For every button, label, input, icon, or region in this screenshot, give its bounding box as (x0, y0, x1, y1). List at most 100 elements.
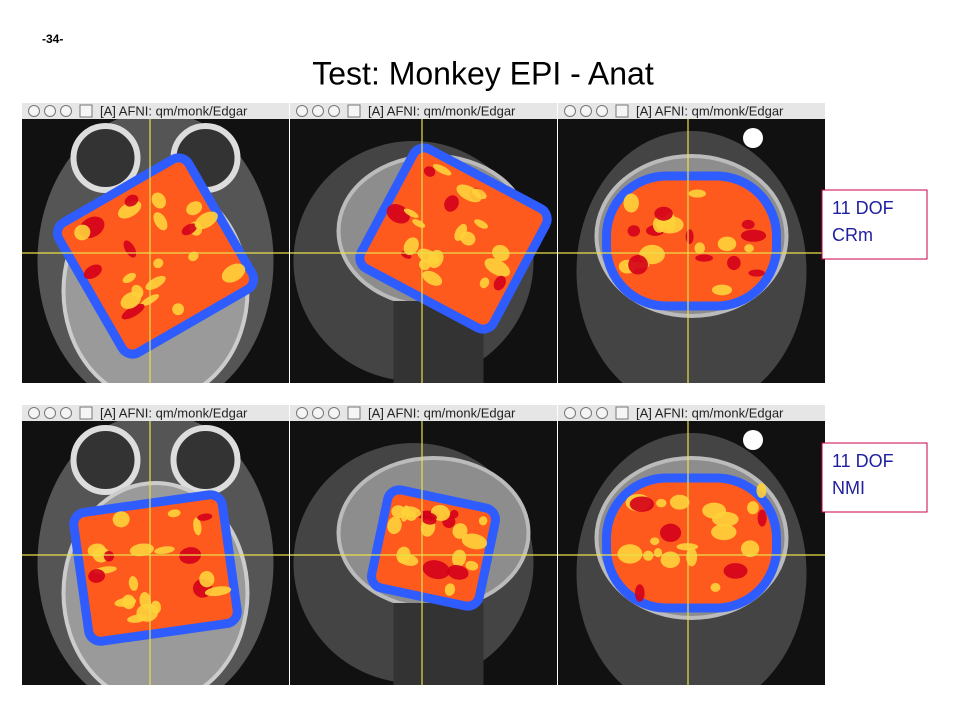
activation-blob (740, 540, 760, 558)
activation-blob (710, 582, 721, 592)
activation-blob (465, 560, 479, 571)
window-title: [A] AFNI: qm/monk/Edgar (636, 103, 784, 118)
activation-blob (717, 236, 737, 252)
activation-blob (129, 543, 154, 557)
eye (70, 425, 141, 495)
image-panel: [A] AFNI: qm/monk/Edgar (290, 405, 557, 685)
activation-blob (194, 211, 218, 230)
activation (602, 473, 781, 613)
panel-content: [A] AFNI: qm/monk/Edgar (558, 103, 825, 383)
activation-blob (403, 237, 419, 256)
activation-blob (654, 206, 673, 221)
panel-content: [A] AFNI: qm/monk/Edgar (22, 103, 289, 383)
activation-blob (103, 550, 115, 562)
activation-blob (627, 225, 641, 237)
window-button (564, 407, 576, 419)
window-button (296, 407, 308, 419)
activation-blob (193, 517, 202, 536)
activation-blob (181, 223, 197, 236)
image-panel: [A] AFNI: qm/monk/Edgar (22, 103, 289, 383)
window-button (580, 407, 592, 419)
activation-blob (479, 277, 490, 289)
window-button (580, 105, 592, 117)
window-button (44, 105, 56, 117)
activation-blob (153, 212, 168, 231)
label-box (821, 189, 928, 260)
activation-blob (623, 193, 639, 213)
activation (602, 171, 781, 311)
activation-blob (629, 496, 655, 512)
activation-blob (747, 501, 759, 515)
window-title: [A] AFNI: qm/monk/Edgar (100, 405, 248, 420)
window-button (312, 407, 324, 419)
image-panel: [A] AFNI: qm/monk/Edgar (558, 103, 825, 383)
window-title: [A] AFNI: qm/monk/Edgar (100, 103, 248, 118)
activation-edge (52, 153, 259, 359)
marker (743, 430, 763, 450)
window-close (79, 406, 93, 420)
activation-blob (112, 511, 130, 528)
activation-blob (723, 563, 748, 579)
activation-blob (461, 533, 488, 550)
activation-blob (741, 219, 755, 230)
window-button (28, 105, 40, 117)
neck (393, 603, 484, 685)
window-button (60, 105, 72, 117)
page-number: -34- (42, 32, 63, 46)
image-panel: [A] AFNI: qm/monk/Edgar (558, 405, 825, 685)
activation-blob (659, 523, 682, 542)
activation-edge (69, 490, 242, 646)
activation-blob (199, 571, 215, 588)
window-close (347, 104, 361, 118)
window-button (312, 105, 324, 117)
activation-blob (88, 569, 106, 583)
activation-blob (153, 258, 164, 269)
window-title: [A] AFNI: qm/monk/Edgar (368, 103, 516, 118)
window-button (596, 407, 608, 419)
activation-blob (454, 223, 468, 242)
activation (355, 143, 552, 334)
activation-blob (472, 188, 487, 200)
activation-blob (744, 244, 754, 253)
activation-blob (686, 547, 698, 567)
window-button (28, 407, 40, 419)
activation-blob (628, 254, 648, 275)
image-panel: [A] AFNI: qm/monk/Edgar (290, 103, 557, 383)
window-title: [A] AFNI: qm/monk/Edgar (368, 405, 516, 420)
slide-title: Test: Monkey EPI - Anat (312, 55, 654, 91)
activation-blob (656, 498, 667, 508)
activation-blob (151, 192, 166, 209)
activation-blob (186, 201, 203, 216)
eye (70, 123, 141, 193)
activation (367, 485, 500, 611)
marker (743, 128, 763, 148)
label-box (821, 442, 928, 513)
activation-blob (386, 204, 410, 224)
activation-blob (432, 163, 452, 176)
activation-blob (139, 592, 152, 610)
label-text: CRm (832, 225, 873, 245)
activation-blob (451, 549, 467, 567)
activation-blob (197, 513, 213, 521)
activation-blob (422, 560, 450, 580)
activation-blob (221, 263, 246, 283)
activation-blob (447, 565, 469, 580)
activation-blob (617, 544, 643, 564)
window-close (615, 406, 629, 420)
label-text: 11 DOF (832, 198, 894, 218)
activation-blob (650, 537, 660, 546)
activation-blob (124, 194, 139, 207)
activation-blob (387, 516, 402, 535)
activation (69, 490, 242, 646)
activation-blob (401, 506, 422, 518)
activation-blob (712, 511, 739, 527)
panel-content: [A] AFNI: qm/monk/Edgar (290, 103, 557, 383)
window-button (328, 105, 340, 117)
activation-blob (660, 551, 681, 569)
activation-blob (711, 523, 737, 541)
window-title: [A] AFNI: qm/monk/Edgar (636, 405, 784, 420)
window-close (347, 406, 361, 420)
window-button (596, 105, 608, 117)
activation-blob (204, 586, 232, 597)
